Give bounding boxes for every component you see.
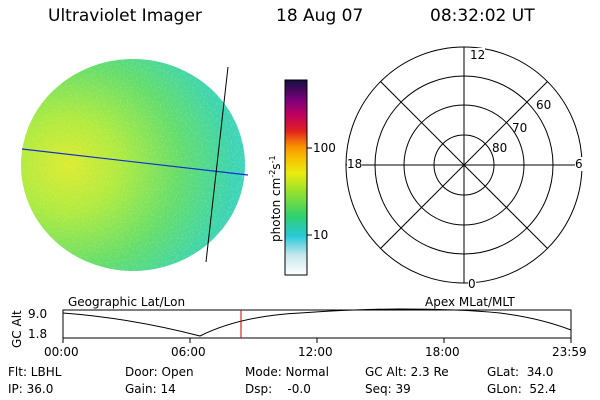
instrument-title: Ultraviolet Imager <box>48 6 202 26</box>
colorbar-tick-10: 10 <box>313 228 329 242</box>
observation-time: 08:32:02 UT <box>430 6 535 26</box>
altitude-timeline <box>62 308 572 343</box>
timeline-xtick-0000: 00:00 <box>44 345 79 359</box>
mlt-label-6: 6 <box>575 157 583 171</box>
glon-value: GLon: 52.4 <box>487 382 557 396</box>
observation-date: 18 Aug 07 <box>276 6 364 26</box>
polar-mlt-dial <box>345 46 583 284</box>
mlt-label-18: 18 <box>347 157 363 171</box>
timeline-ytick-min: 1.8 <box>28 327 48 341</box>
timeline-xtick-1800: 18:00 <box>425 345 460 359</box>
timeline-xtick-2359: 23:59 <box>552 345 587 359</box>
door-value: Door: Open <box>125 365 194 379</box>
mlt-label-0: 0 <box>468 277 476 291</box>
mlt-label-12: 12 <box>470 48 486 62</box>
glat-value: GLat: 34.0 <box>487 365 554 379</box>
gc-alt-value: GC Alt: 2.3 Re <box>365 365 449 379</box>
timeline-xtick-1200: 12:00 <box>298 345 333 359</box>
colorbar <box>284 79 312 276</box>
seq-value: Seq: 39 <box>365 382 411 396</box>
filter-value: Flt: LBHL <box>8 365 62 379</box>
mlat-label-80: 80 <box>492 141 508 155</box>
colorbar-tick-100: 100 <box>313 141 336 155</box>
timeline-xtick-0600: 06:00 <box>171 345 206 359</box>
colorbar-unit-label: photon cm-2s-1 <box>268 155 283 242</box>
mode-value: Mode: Normal <box>245 365 329 379</box>
dsp-value: Dsp: -0.0 <box>245 382 311 396</box>
mlat-label-70: 70 <box>512 121 528 135</box>
auroral-image <box>21 59 245 271</box>
geographic-latitude-line <box>21 148 249 176</box>
ip-value: IP: 36.0 <box>8 382 54 396</box>
timeline-right-caption: Apex MLat/MLT <box>425 295 515 309</box>
geographic-longitude-line <box>205 66 229 263</box>
timeline-left-caption: Geographic Lat/Lon <box>68 295 186 309</box>
gain-value: Gain: 14 <box>125 382 176 396</box>
timeline-ytick-max: 9.0 <box>28 307 48 321</box>
timeline-axis-label: GC Alt <box>10 310 24 348</box>
mlat-label-60: 60 <box>536 98 552 112</box>
